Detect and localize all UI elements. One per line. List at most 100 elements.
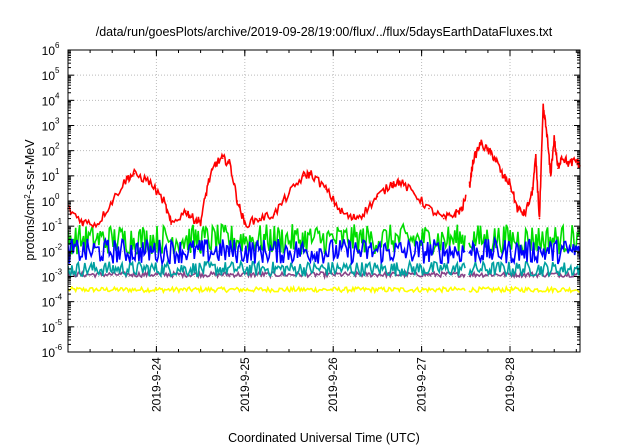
data-point: [501, 175, 504, 177]
y-tick-exponent: 6: [55, 41, 60, 50]
data-point: [560, 155, 563, 158]
data-point: [81, 220, 84, 223]
data-point: [531, 192, 533, 195]
data-point: [133, 173, 136, 175]
data-point: [546, 132, 548, 134]
y-axis-label-rest: -s-sr-MeV: [23, 139, 37, 195]
data-point: [199, 220, 202, 223]
data-point: [185, 210, 187, 212]
data-point: [258, 217, 261, 220]
y-axis-label-main: protons/cm: [23, 199, 37, 261]
x-tick-label: 2019-9-27: [415, 357, 429, 412]
data-point: [509, 182, 511, 185]
data-point: [162, 200, 165, 202]
data-point: [413, 192, 416, 195]
x-axis-label: Coordinated Universal Time (UTC): [228, 431, 420, 445]
y-tick-label: 10: [42, 170, 56, 184]
y-tick-label: 10: [42, 145, 56, 159]
series-line: [68, 284, 580, 295]
y-tick-exponent: 4: [55, 91, 60, 100]
data-point: [96, 223, 99, 225]
data-point: [568, 163, 570, 165]
data-point: [310, 173, 312, 175]
y-tick-exponent: 3: [55, 117, 60, 126]
y-tick-label: 10: [42, 321, 56, 335]
data-point: [391, 182, 393, 185]
data-point: [111, 200, 114, 202]
data-point: [339, 210, 342, 212]
data-point: [549, 175, 552, 177]
x-tick-label: 2019-9-25: [238, 357, 252, 412]
data-point: [207, 182, 209, 185]
data-point: [428, 207, 430, 210]
data-point: [453, 213, 456, 215]
data-point: [229, 163, 231, 165]
series-line: [68, 259, 580, 279]
x-tick-label: 2019-9-24: [149, 357, 163, 412]
data-point: [170, 223, 172, 225]
data-point: [236, 200, 239, 202]
y-tick-exponent: -4: [55, 293, 63, 302]
data-point: [214, 163, 217, 165]
data-point: [542, 107, 544, 109]
data-point: [398, 180, 401, 183]
data-point: [479, 142, 482, 144]
data-point: [302, 175, 305, 177]
y-tick-exponent: 1: [55, 167, 60, 176]
data-point: [538, 217, 541, 220]
y-tick-exponent: -6: [55, 343, 63, 352]
grid: [68, 50, 580, 352]
y-tick-exponent: -1: [55, 217, 63, 226]
y-tick-exponent: 5: [55, 66, 60, 75]
x-tick-label: 2019-9-26: [326, 357, 340, 412]
y-tick-exponent: -5: [55, 318, 63, 327]
data-point: [361, 213, 364, 215]
data-point: [273, 213, 276, 215]
y-tick-exponent: -3: [55, 268, 63, 277]
data-point: [553, 137, 556, 140]
data-point: [472, 159, 474, 162]
data-point: [461, 207, 463, 210]
axes: 10 -610 -510 -410 -310 -210 -110 010 110 210 310 41…: [42, 41, 580, 412]
data-point: [148, 180, 150, 183]
y-tick-label: 10: [42, 120, 56, 134]
y-tick-label: 10: [42, 296, 56, 310]
data-point: [192, 217, 195, 220]
data-point: [288, 192, 290, 195]
y-tick-exponent: 2: [55, 142, 60, 151]
chart-title: /data/run/goesPlots/archive/2019-09-28/1…: [96, 25, 553, 39]
data-point: [350, 217, 353, 220]
y-tick-label: 10: [42, 195, 56, 209]
y-tick-exponent: -2: [55, 242, 63, 251]
series-line: [68, 235, 580, 267]
data-point: [325, 188, 327, 190]
data-point: [244, 223, 246, 225]
series-layer: [67, 103, 581, 295]
data-point: [534, 157, 537, 160]
data-point: [442, 217, 445, 220]
series-line: [68, 269, 580, 281]
data-point: [516, 207, 519, 210]
series-line-proton-flux: [68, 103, 580, 229]
data-point: [221, 157, 224, 160]
y-tick-label: 10: [42, 44, 56, 58]
data-point: [494, 157, 497, 160]
data-point: [126, 177, 128, 180]
data-point: [557, 167, 559, 170]
data-point: [376, 195, 379, 198]
x-tick-label: 2019-9-28: [503, 357, 517, 412]
y-tick-label: 10: [42, 69, 56, 83]
y-tick-label: 10: [42, 220, 56, 234]
y-tick-label: 10: [42, 346, 56, 360]
y-tick-label: 10: [42, 245, 56, 259]
y-tick-exponent: 0: [55, 192, 60, 201]
y-axis-label: protons/cm2-s-sr-MeV: [23, 139, 38, 261]
y-tick-label: 10: [42, 271, 56, 285]
y-axis-label-sup: 2: [23, 194, 32, 199]
data-point: [575, 159, 578, 162]
data-point: [468, 185, 471, 187]
y-tick-label: 10: [42, 94, 56, 108]
data-point: [523, 213, 526, 215]
data-point: [487, 149, 489, 152]
